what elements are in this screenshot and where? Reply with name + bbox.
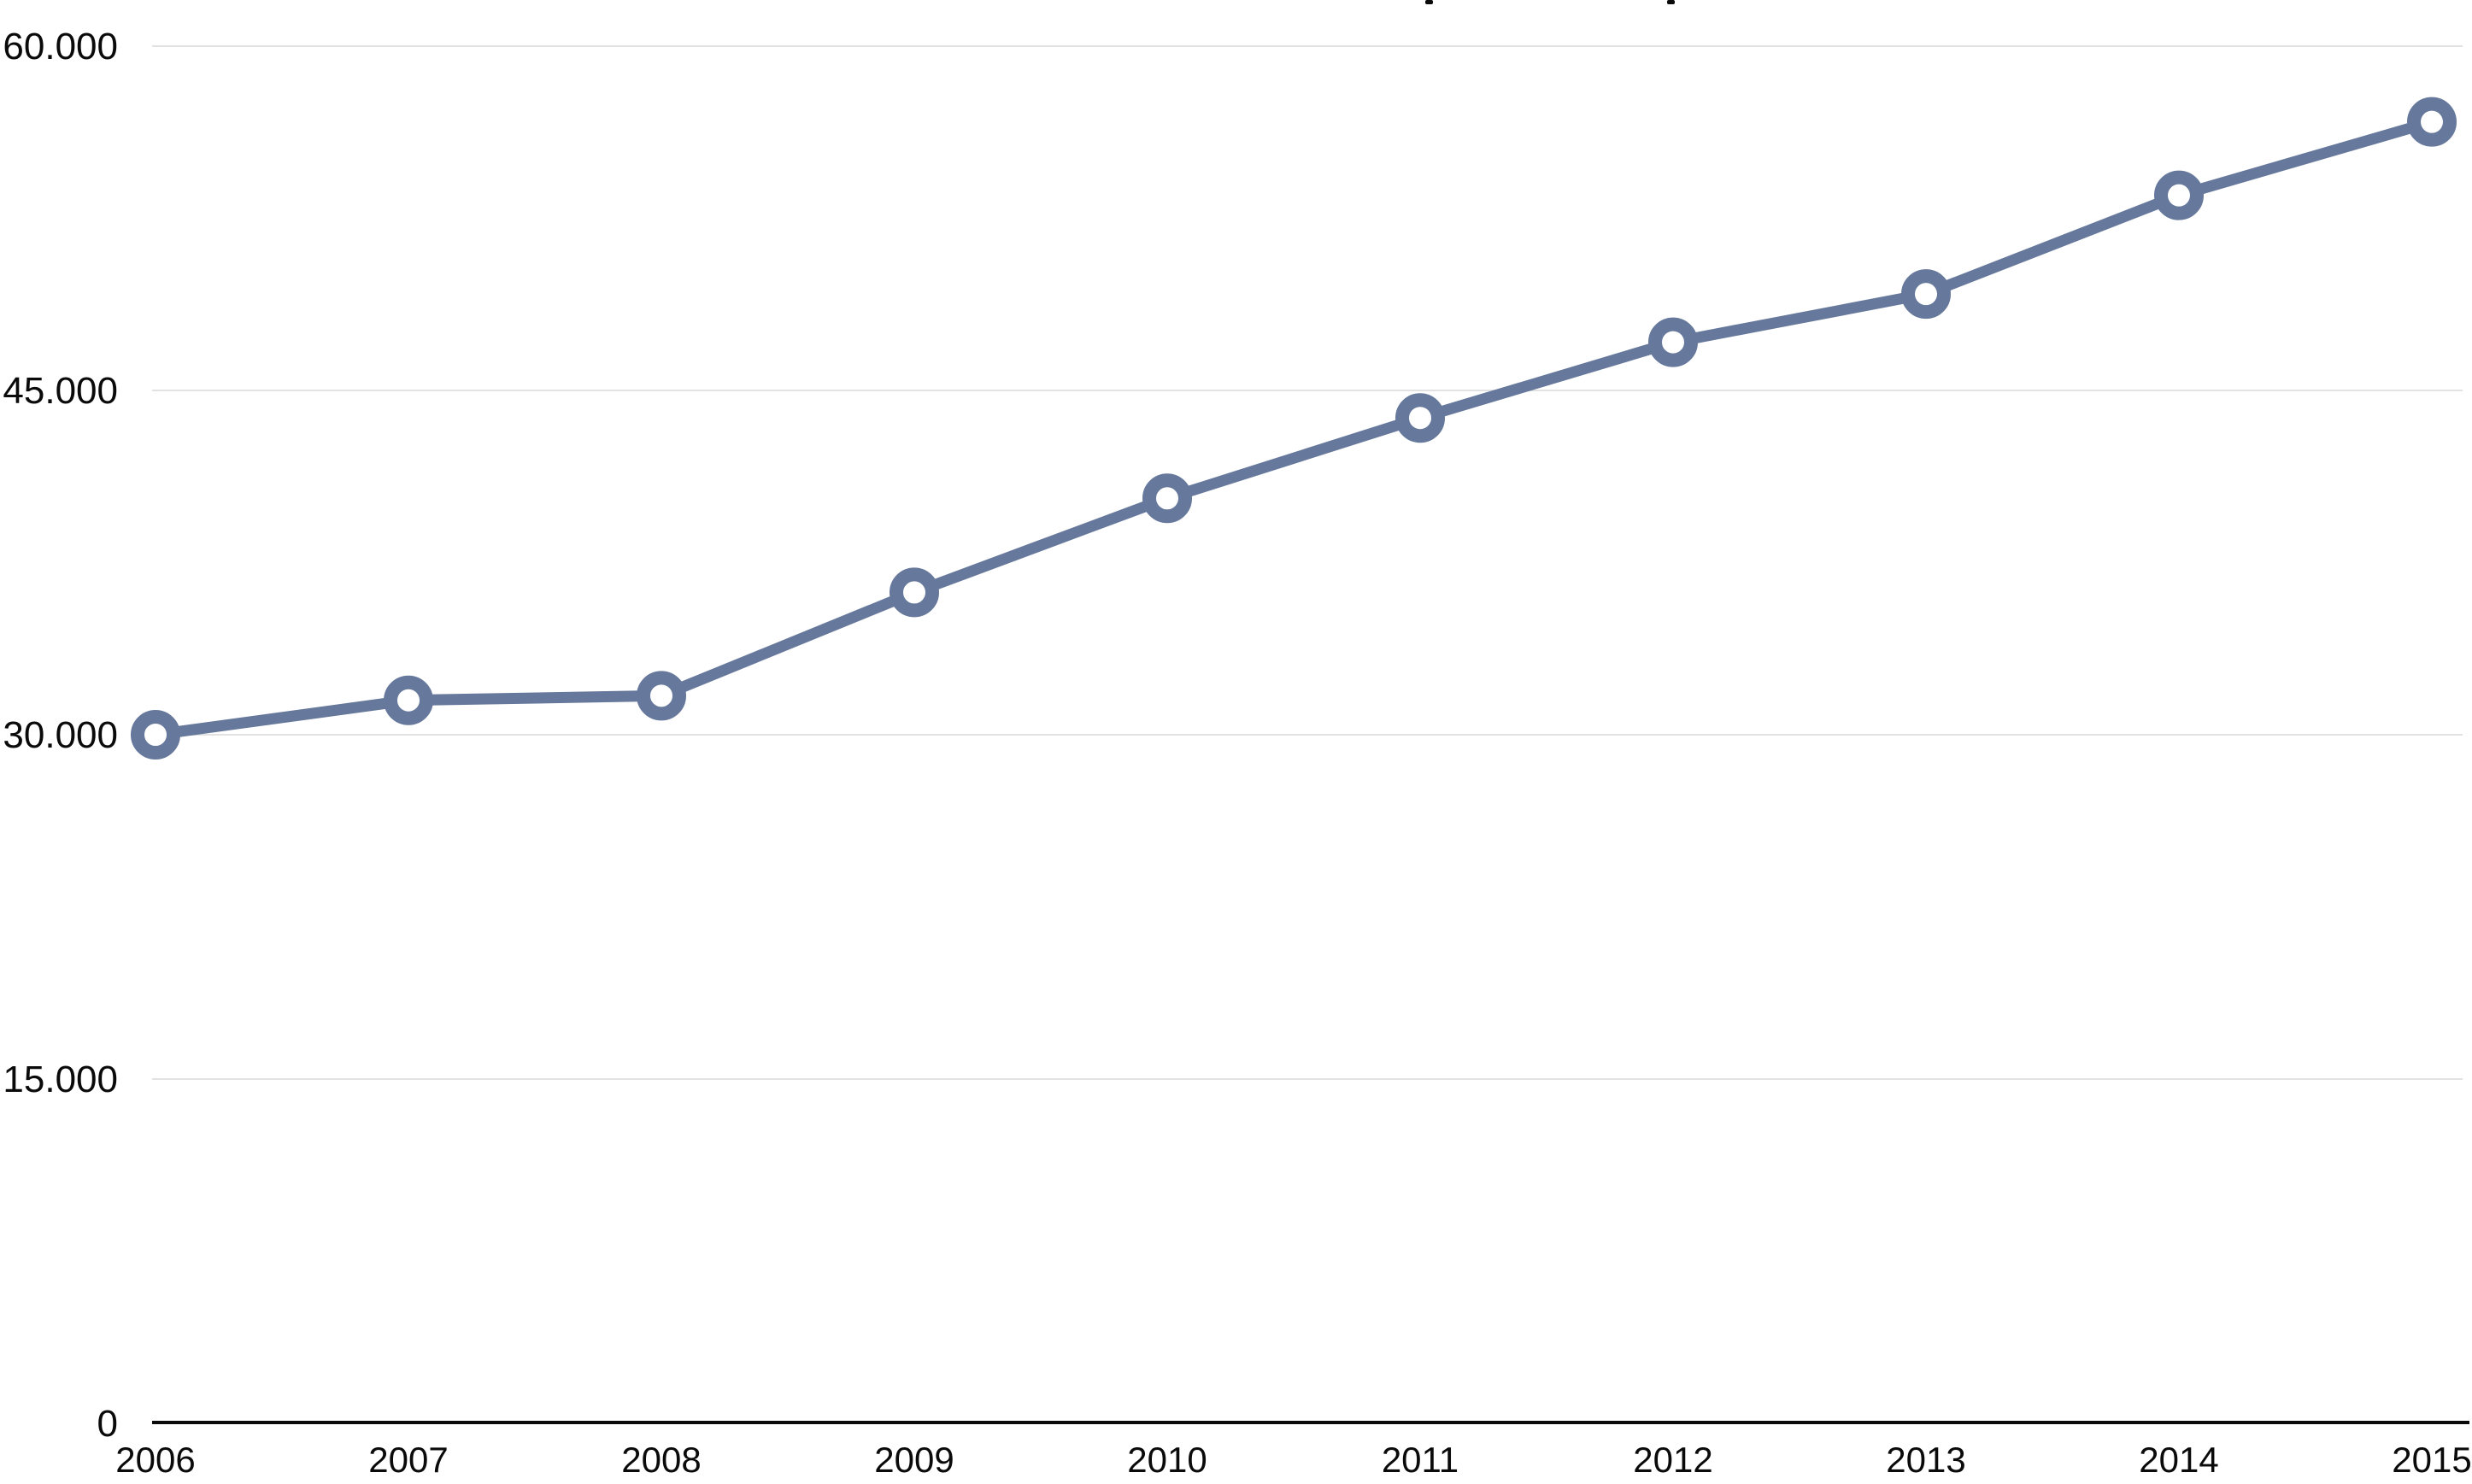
x-tick-label: 2014 [2139, 1440, 2218, 1480]
data-point-marker [131, 710, 180, 760]
data-point-marker [1142, 473, 1192, 524]
y-tick-label: 30.000 [3, 714, 118, 756]
x-tick-label: 2012 [1633, 1440, 1712, 1480]
x-tick-label: 2008 [621, 1440, 701, 1480]
x-tick-label: 2015 [2392, 1440, 2471, 1480]
x-tick-label: 2011 [1382, 1440, 1459, 1480]
y-tick-label: 45.000 [3, 370, 118, 412]
x-tick-label: 2006 [115, 1440, 195, 1480]
y-tick-label: 60.000 [3, 26, 118, 67]
cropped-title-fragment [1425, 0, 1433, 4]
data-line [150, 116, 2438, 741]
cropped-title-fragment [1667, 0, 1675, 4]
data-point-marker [1648, 317, 1698, 367]
data-point-marker [637, 671, 686, 721]
data-point-marker [1395, 393, 1445, 443]
data-point-marker [1901, 269, 1951, 320]
data-point-marker [2154, 170, 2204, 220]
x-tick-label: 2010 [1127, 1440, 1207, 1480]
data-point-marker [2407, 97, 2457, 147]
data-point-marker [384, 675, 433, 725]
y-tick-label: 15.000 [3, 1059, 118, 1100]
x-tick-label: 2009 [874, 1440, 954, 1480]
x-tick-label: 2007 [368, 1440, 448, 1480]
y-tick-label: 0 [97, 1403, 118, 1445]
data-point-marker [890, 567, 939, 618]
x-tick-label: 2013 [1886, 1440, 1965, 1480]
